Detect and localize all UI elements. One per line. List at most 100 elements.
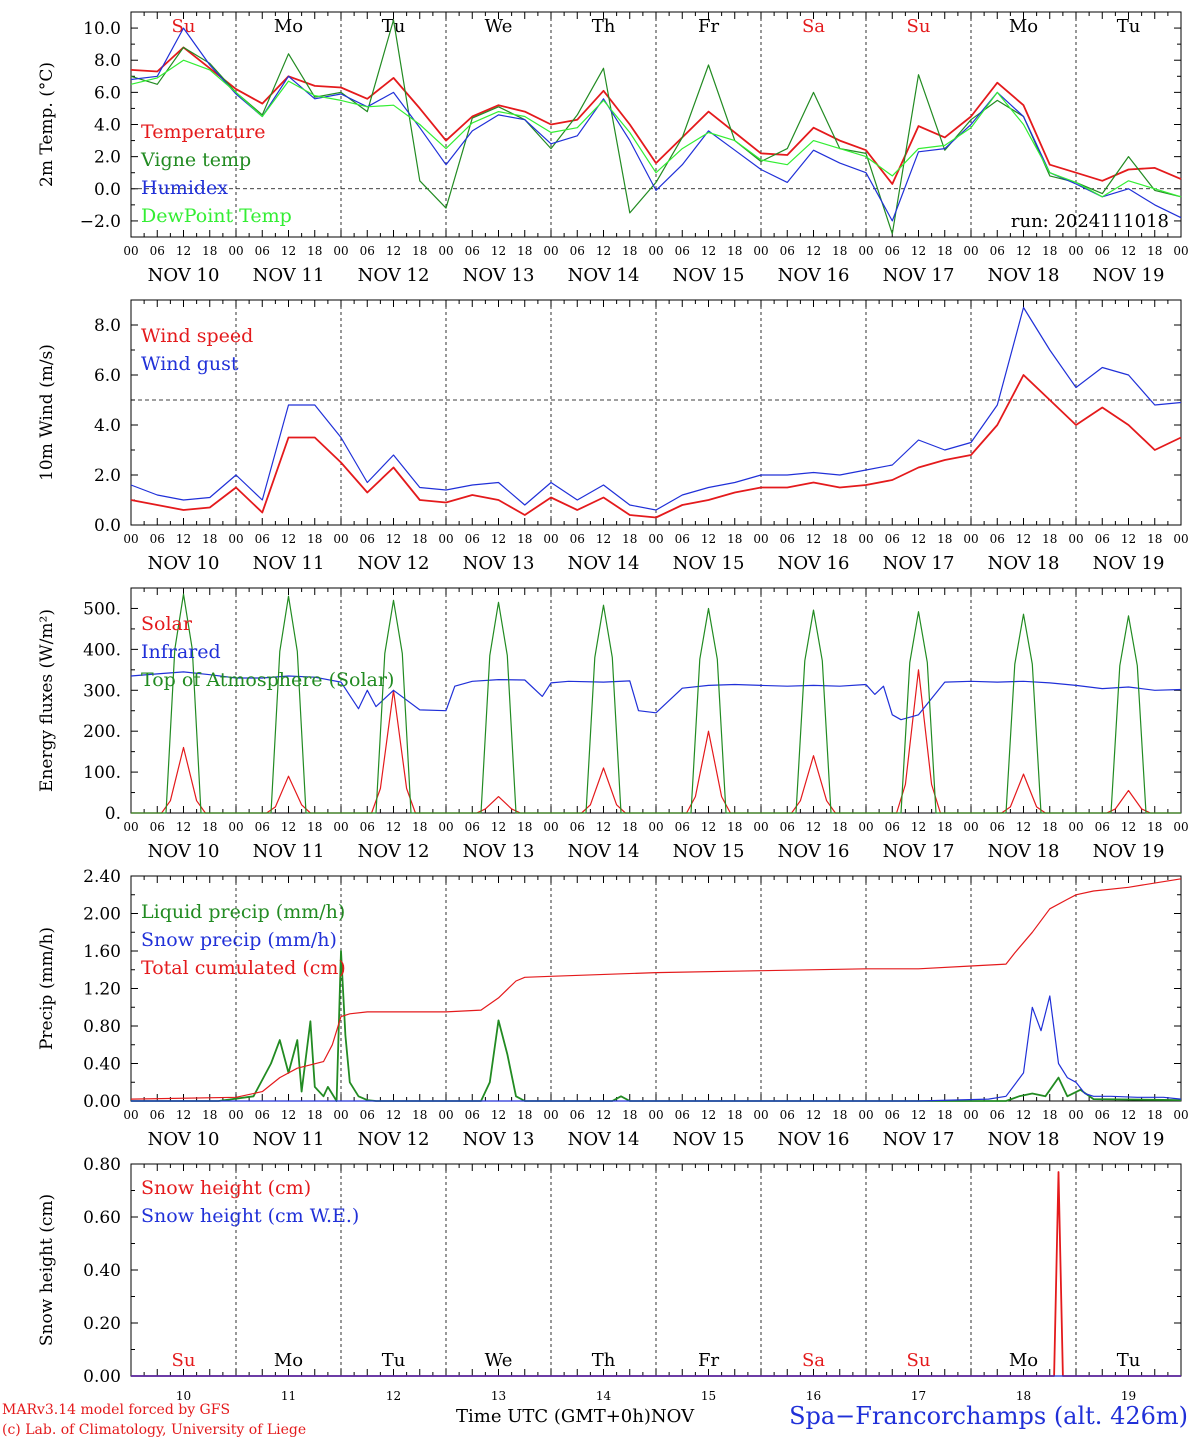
hour-tick-label: 06	[990, 244, 1005, 258]
y-tick-label: 1.60	[83, 942, 121, 962]
hour-tick-label: 12	[281, 1108, 296, 1122]
hour-tick-label: 18	[937, 532, 952, 546]
date-label: NOV 12	[358, 553, 430, 574]
hour-tick-label: 18	[517, 244, 532, 258]
hour-tick-label: 06	[675, 532, 690, 546]
hour-tick-label: 18	[727, 244, 742, 258]
weekday-label-top: Sa	[802, 16, 825, 37]
weekday-label-bottom: Tu	[1117, 1350, 1141, 1371]
hour-tick-label: 00	[963, 532, 978, 546]
weekday-label-bottom: Mo	[1009, 1350, 1038, 1371]
date-label: NOV 11	[253, 841, 325, 862]
legend-entry: Snow height (cm W.E.)	[141, 1205, 359, 1227]
y-tick-label: 100.	[83, 763, 121, 783]
y-tick-label: 2.00	[83, 905, 121, 925]
day-number-label: 16	[806, 1389, 821, 1403]
hour-tick-label: 06	[990, 820, 1005, 834]
legend-entry: Vigne temp	[140, 149, 251, 171]
hour-tick-label: 18	[202, 244, 217, 258]
hour-tick-label: 00	[438, 820, 453, 834]
hour-tick-label: 12	[596, 532, 611, 546]
hour-tick-label: 12	[701, 244, 716, 258]
hour-tick-label: 00	[858, 532, 873, 546]
hour-tick-label: 06	[360, 820, 375, 834]
hour-tick-label: 06	[255, 244, 270, 258]
hour-tick-label: 18	[412, 820, 427, 834]
panel-frame	[130, 299, 1182, 526]
hour-tick-label: 00	[1068, 244, 1083, 258]
date-label: NOV 19	[1093, 265, 1165, 286]
y-tick-label: 8.0	[94, 316, 121, 336]
hour-tick-label: 12	[176, 820, 191, 834]
day-number-label: 11	[281, 1389, 296, 1403]
hour-tick-label: 06	[570, 244, 585, 258]
hour-tick-label: 06	[255, 820, 270, 834]
hour-tick-label: 12	[1121, 244, 1136, 258]
hour-tick-label: 06	[780, 1108, 795, 1122]
weekday-label-top: Th	[592, 16, 616, 37]
hour-tick-label: 00	[543, 244, 558, 258]
hour-tick-label: 12	[1121, 820, 1136, 834]
hour-tick-label: 12	[491, 532, 506, 546]
hour-tick-label: 12	[701, 1108, 716, 1122]
series-line	[130, 374, 1182, 519]
date-label: NOV 10	[148, 841, 220, 862]
day-number-label: 13	[491, 1389, 506, 1403]
hour-tick-label: 06	[885, 244, 900, 258]
hour-tick-label: 18	[412, 532, 427, 546]
hour-tick-label: 12	[491, 820, 506, 834]
hour-tick-label: 00	[963, 1108, 978, 1122]
legend-entry: Snow precip (mm/h)	[141, 929, 337, 951]
y-tick-label: 0.80	[83, 1155, 121, 1175]
y-tick-label: 0.0	[94, 180, 121, 200]
hour-tick-label: 00	[333, 244, 348, 258]
hour-tick-label: 06	[1095, 820, 1110, 834]
date-label: NOV 13	[463, 553, 535, 574]
hour-tick-label: 00	[963, 820, 978, 834]
date-label: NOV 18	[988, 841, 1060, 862]
weekday-label-bottom: Mo	[274, 1350, 303, 1371]
hour-tick-label: 12	[911, 532, 926, 546]
date-label: NOV 12	[358, 265, 430, 286]
date-label: NOV 13	[463, 841, 535, 862]
date-label: NOV 10	[148, 1129, 220, 1150]
hour-tick-label: 06	[570, 1108, 585, 1122]
hour-tick-label: 12	[701, 532, 716, 546]
weekday-label-top: Su	[907, 16, 931, 37]
lab-credit: (c) Lab. of Climatology, University of L…	[2, 1422, 307, 1438]
hour-tick-label: 06	[885, 1108, 900, 1122]
y-tick-label: 0.00	[83, 1367, 121, 1387]
date-label: NOV 17	[883, 1129, 955, 1150]
hour-tick-label: 18	[622, 820, 637, 834]
series-line	[130, 306, 1182, 511]
series-line	[130, 19, 1182, 235]
hour-tick-label: 06	[255, 1108, 270, 1122]
date-label: NOV 18	[988, 265, 1060, 286]
hour-tick-label: 00	[753, 1108, 768, 1122]
weekday-label-bottom: Fr	[698, 1350, 719, 1371]
series-line	[130, 59, 1182, 198]
y-axis-label: 2m Temp. (°C)	[37, 62, 57, 187]
hour-tick-label: 18	[517, 820, 532, 834]
y-tick-label: 0.40	[83, 1055, 121, 1075]
hour-tick-label: 00	[963, 244, 978, 258]
hour-tick-label: 12	[176, 1108, 191, 1122]
hour-tick-label: 00	[543, 820, 558, 834]
weekday-label-top: We	[485, 16, 513, 37]
hour-tick-label: 00	[1173, 820, 1188, 834]
hour-tick-label: 18	[1147, 244, 1162, 258]
hour-tick-label: 06	[570, 820, 585, 834]
hour-tick-label: 18	[1042, 532, 1057, 546]
hour-tick-label: 12	[911, 820, 926, 834]
hour-tick-label: 18	[832, 820, 847, 834]
hour-tick-label: 18	[307, 244, 322, 258]
hour-tick-label: 06	[990, 1108, 1005, 1122]
legend-entry: Humidex	[141, 177, 228, 199]
weekday-label-top: Tu	[1117, 16, 1141, 37]
date-label: NOV 19	[1093, 841, 1165, 862]
day-number-label: 18	[1016, 1389, 1031, 1403]
hour-tick-label: 06	[675, 1108, 690, 1122]
hour-tick-label: 18	[937, 244, 952, 258]
hour-tick-label: 12	[596, 820, 611, 834]
hour-tick-label: 06	[465, 1108, 480, 1122]
